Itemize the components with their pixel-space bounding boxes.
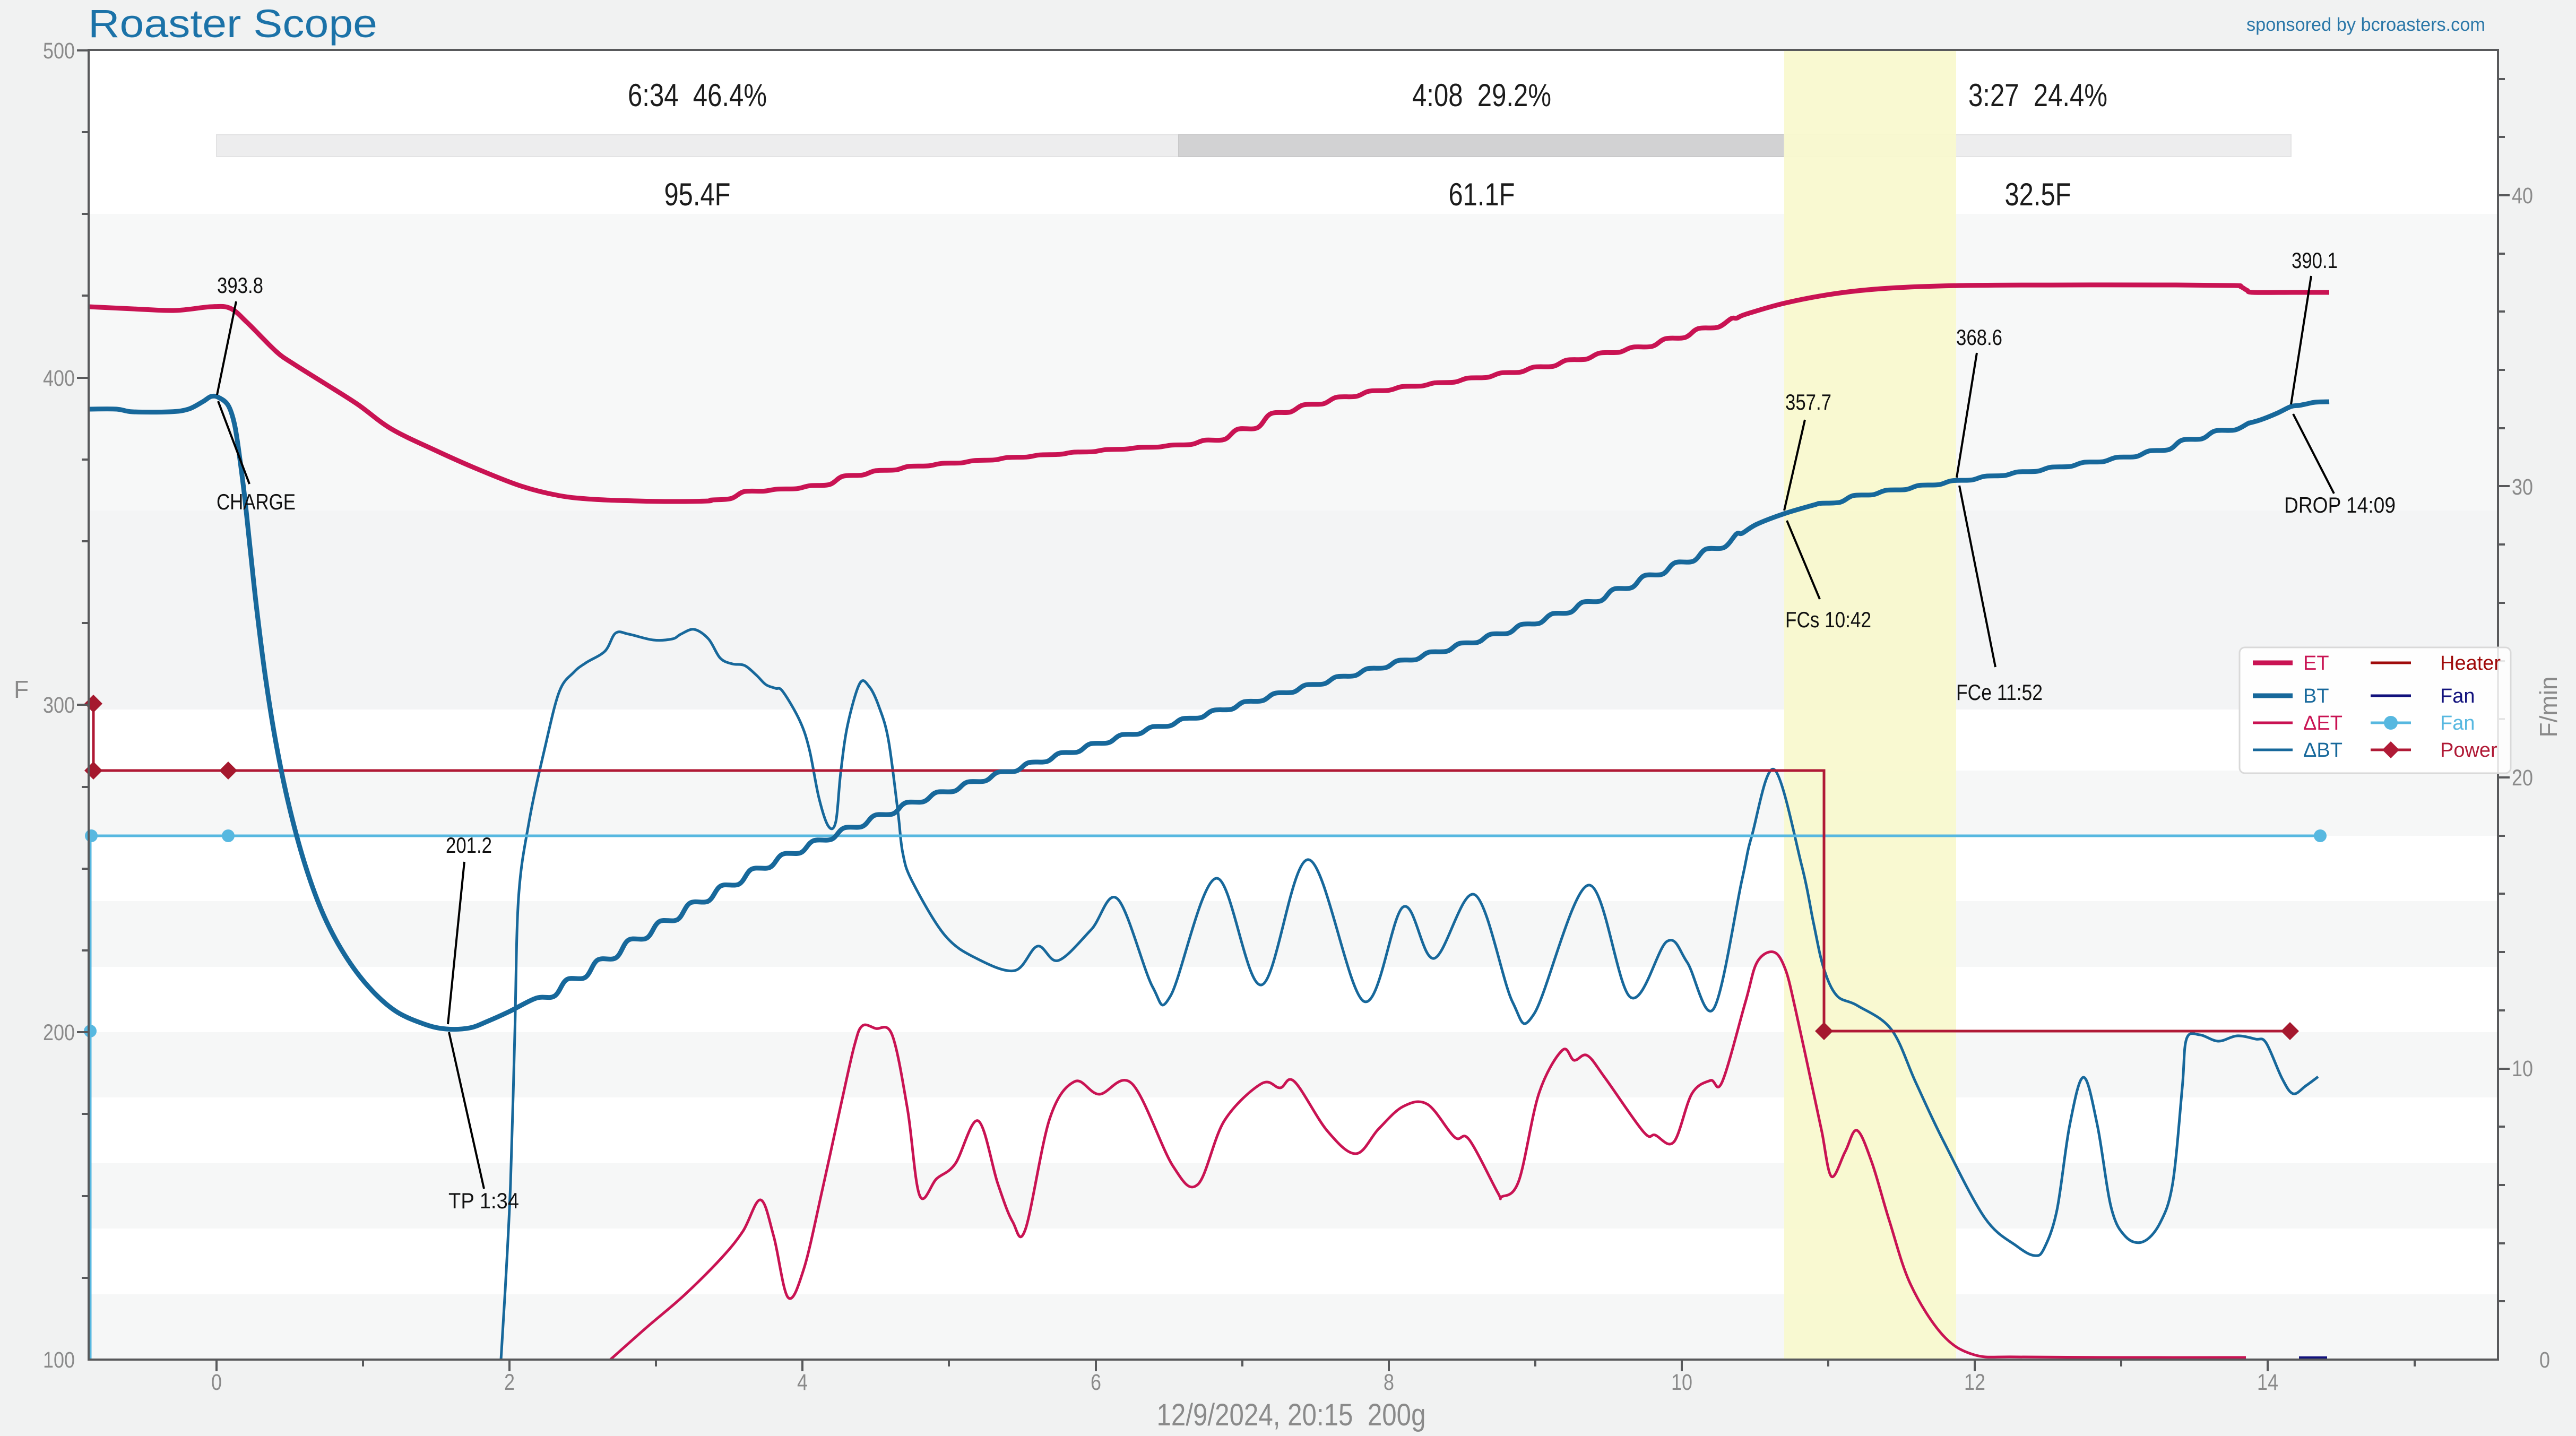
svg-text:FCe 11:52: FCe 11:52 [1956, 680, 2043, 705]
svg-text:201.2: 201.2 [446, 833, 492, 858]
svg-text:368.6: 368.6 [1956, 325, 2002, 350]
svg-text:357.7: 357.7 [1785, 390, 1831, 414]
svg-text:Fan: Fan [2440, 685, 2475, 707]
svg-text:12/9/2024, 20:15 200g: 12/9/2024, 20:15 200g [1157, 1398, 1426, 1432]
svg-text:Power: Power [2440, 739, 2497, 762]
svg-text:Roaster Scope: Roaster Scope [88, 2, 377, 46]
svg-text:FCs 10:42: FCs 10:42 [1785, 607, 1871, 632]
svg-text:sponsored by bcroasters.com: sponsored by bcroasters.com [2246, 14, 2485, 35]
svg-text:390.1: 390.1 [2292, 248, 2338, 273]
svg-text:ET: ET [2303, 652, 2329, 674]
svg-text:40: 40 [2512, 183, 2533, 209]
svg-text:61.1F: 61.1F [1449, 177, 1515, 212]
svg-text:30: 30 [2512, 474, 2533, 500]
svg-text:ΔBT: ΔBT [2303, 739, 2342, 762]
svg-text:F: F [14, 676, 29, 703]
svg-text:95.4F: 95.4F [664, 177, 731, 212]
svg-text:CHARGE: CHARGE [217, 489, 296, 514]
svg-text:4: 4 [797, 1370, 808, 1395]
svg-text:393.8: 393.8 [217, 273, 263, 298]
svg-text:10: 10 [1671, 1370, 1692, 1395]
svg-text:10: 10 [2512, 1056, 2533, 1082]
svg-text:Heater: Heater [2440, 652, 2501, 674]
svg-text:32.5F: 32.5F [2005, 177, 2071, 212]
svg-text:3:27 24.4%: 3:27 24.4% [1968, 77, 2107, 113]
svg-text:2: 2 [504, 1370, 515, 1395]
svg-text:Fan: Fan [2440, 712, 2475, 734]
svg-text:0: 0 [211, 1370, 222, 1395]
svg-text:500: 500 [43, 38, 75, 64]
svg-text:8: 8 [1384, 1370, 1394, 1395]
svg-text:DROP 14:09: DROP 14:09 [2284, 492, 2396, 517]
svg-text:300: 300 [43, 693, 75, 718]
svg-text:20: 20 [2512, 765, 2533, 791]
svg-text:6:34 46.4%: 6:34 46.4% [628, 77, 767, 113]
svg-text:F/min: F/min [2535, 677, 2562, 738]
svg-text:6: 6 [1091, 1370, 1101, 1395]
svg-text:TP 1:34: TP 1:34 [448, 1188, 519, 1213]
svg-text:BT: BT [2303, 685, 2329, 707]
svg-text:ΔET: ΔET [2303, 712, 2342, 734]
svg-text:14: 14 [2257, 1370, 2278, 1395]
svg-text:100: 100 [43, 1347, 75, 1373]
svg-text:4:08 29.2%: 4:08 29.2% [1412, 77, 1551, 113]
svg-text:200: 200 [43, 1020, 75, 1045]
svg-text:400: 400 [43, 366, 75, 391]
svg-text:12: 12 [1964, 1370, 1985, 1395]
svg-text:0: 0 [2539, 1347, 2550, 1373]
